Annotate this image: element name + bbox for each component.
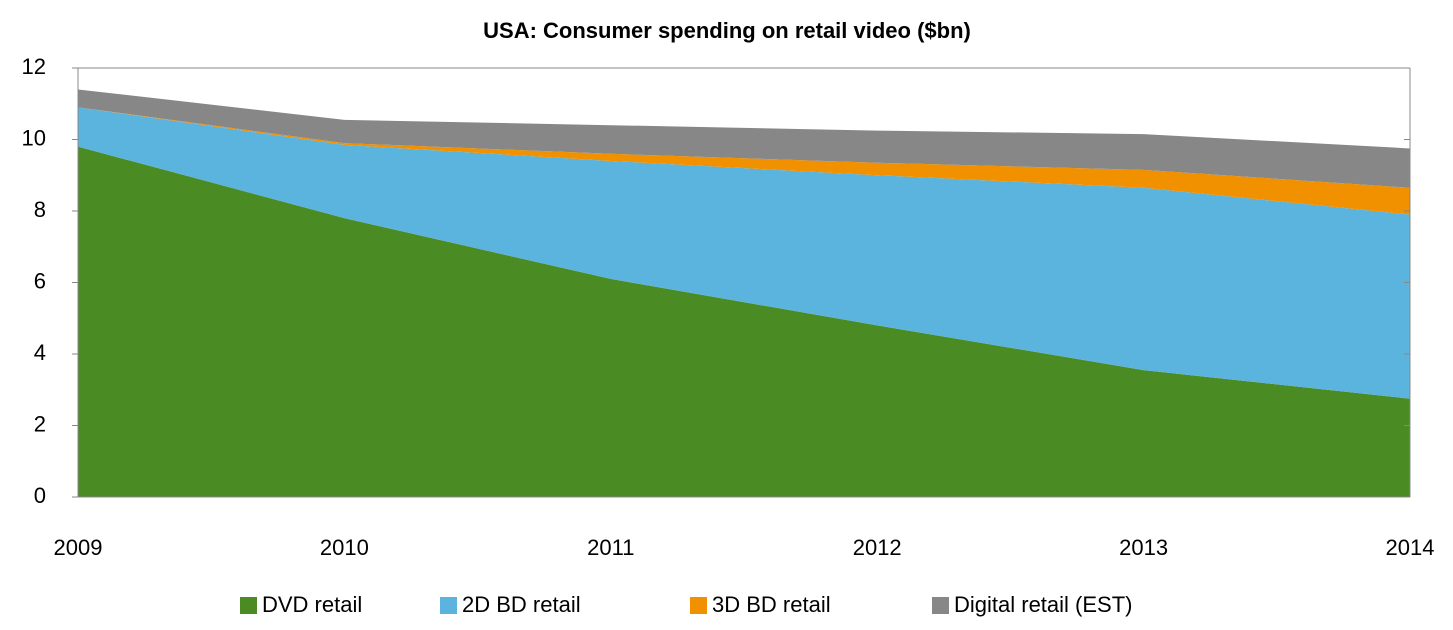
legend-label: DVD retail xyxy=(262,592,362,617)
x-tick-label: 2011 xyxy=(587,535,634,560)
legend-swatch xyxy=(932,597,949,614)
chart-title: USA: Consumer spending on retail video (… xyxy=(483,18,971,43)
x-tick-label: 2010 xyxy=(320,535,369,560)
legend-swatch xyxy=(240,597,257,614)
x-tick-label: 2013 xyxy=(1119,535,1168,560)
x-tick-label: 2009 xyxy=(54,535,103,560)
y-tick-label: 0 xyxy=(34,483,46,508)
y-tick-label: 12 xyxy=(22,54,46,79)
y-tick-label: 4 xyxy=(34,340,46,365)
legend-swatch xyxy=(690,597,707,614)
legend-label: 3D BD retail xyxy=(712,592,831,617)
y-tick-label: 10 xyxy=(22,125,46,150)
area xyxy=(78,89,1410,188)
area xyxy=(78,107,1410,399)
area xyxy=(78,107,1410,215)
legend-label: Digital retail (EST) xyxy=(954,592,1132,617)
y-tick-label: 6 xyxy=(34,268,46,293)
x-tick-label: 2012 xyxy=(853,535,902,560)
y-tick-label: 2 xyxy=(34,411,46,436)
area xyxy=(78,146,1410,497)
legend-label: 2D BD retail xyxy=(462,592,581,617)
y-tick-label: 8 xyxy=(34,197,46,222)
x-tick-label: 2014 xyxy=(1386,535,1435,560)
legend-swatch xyxy=(440,597,457,614)
